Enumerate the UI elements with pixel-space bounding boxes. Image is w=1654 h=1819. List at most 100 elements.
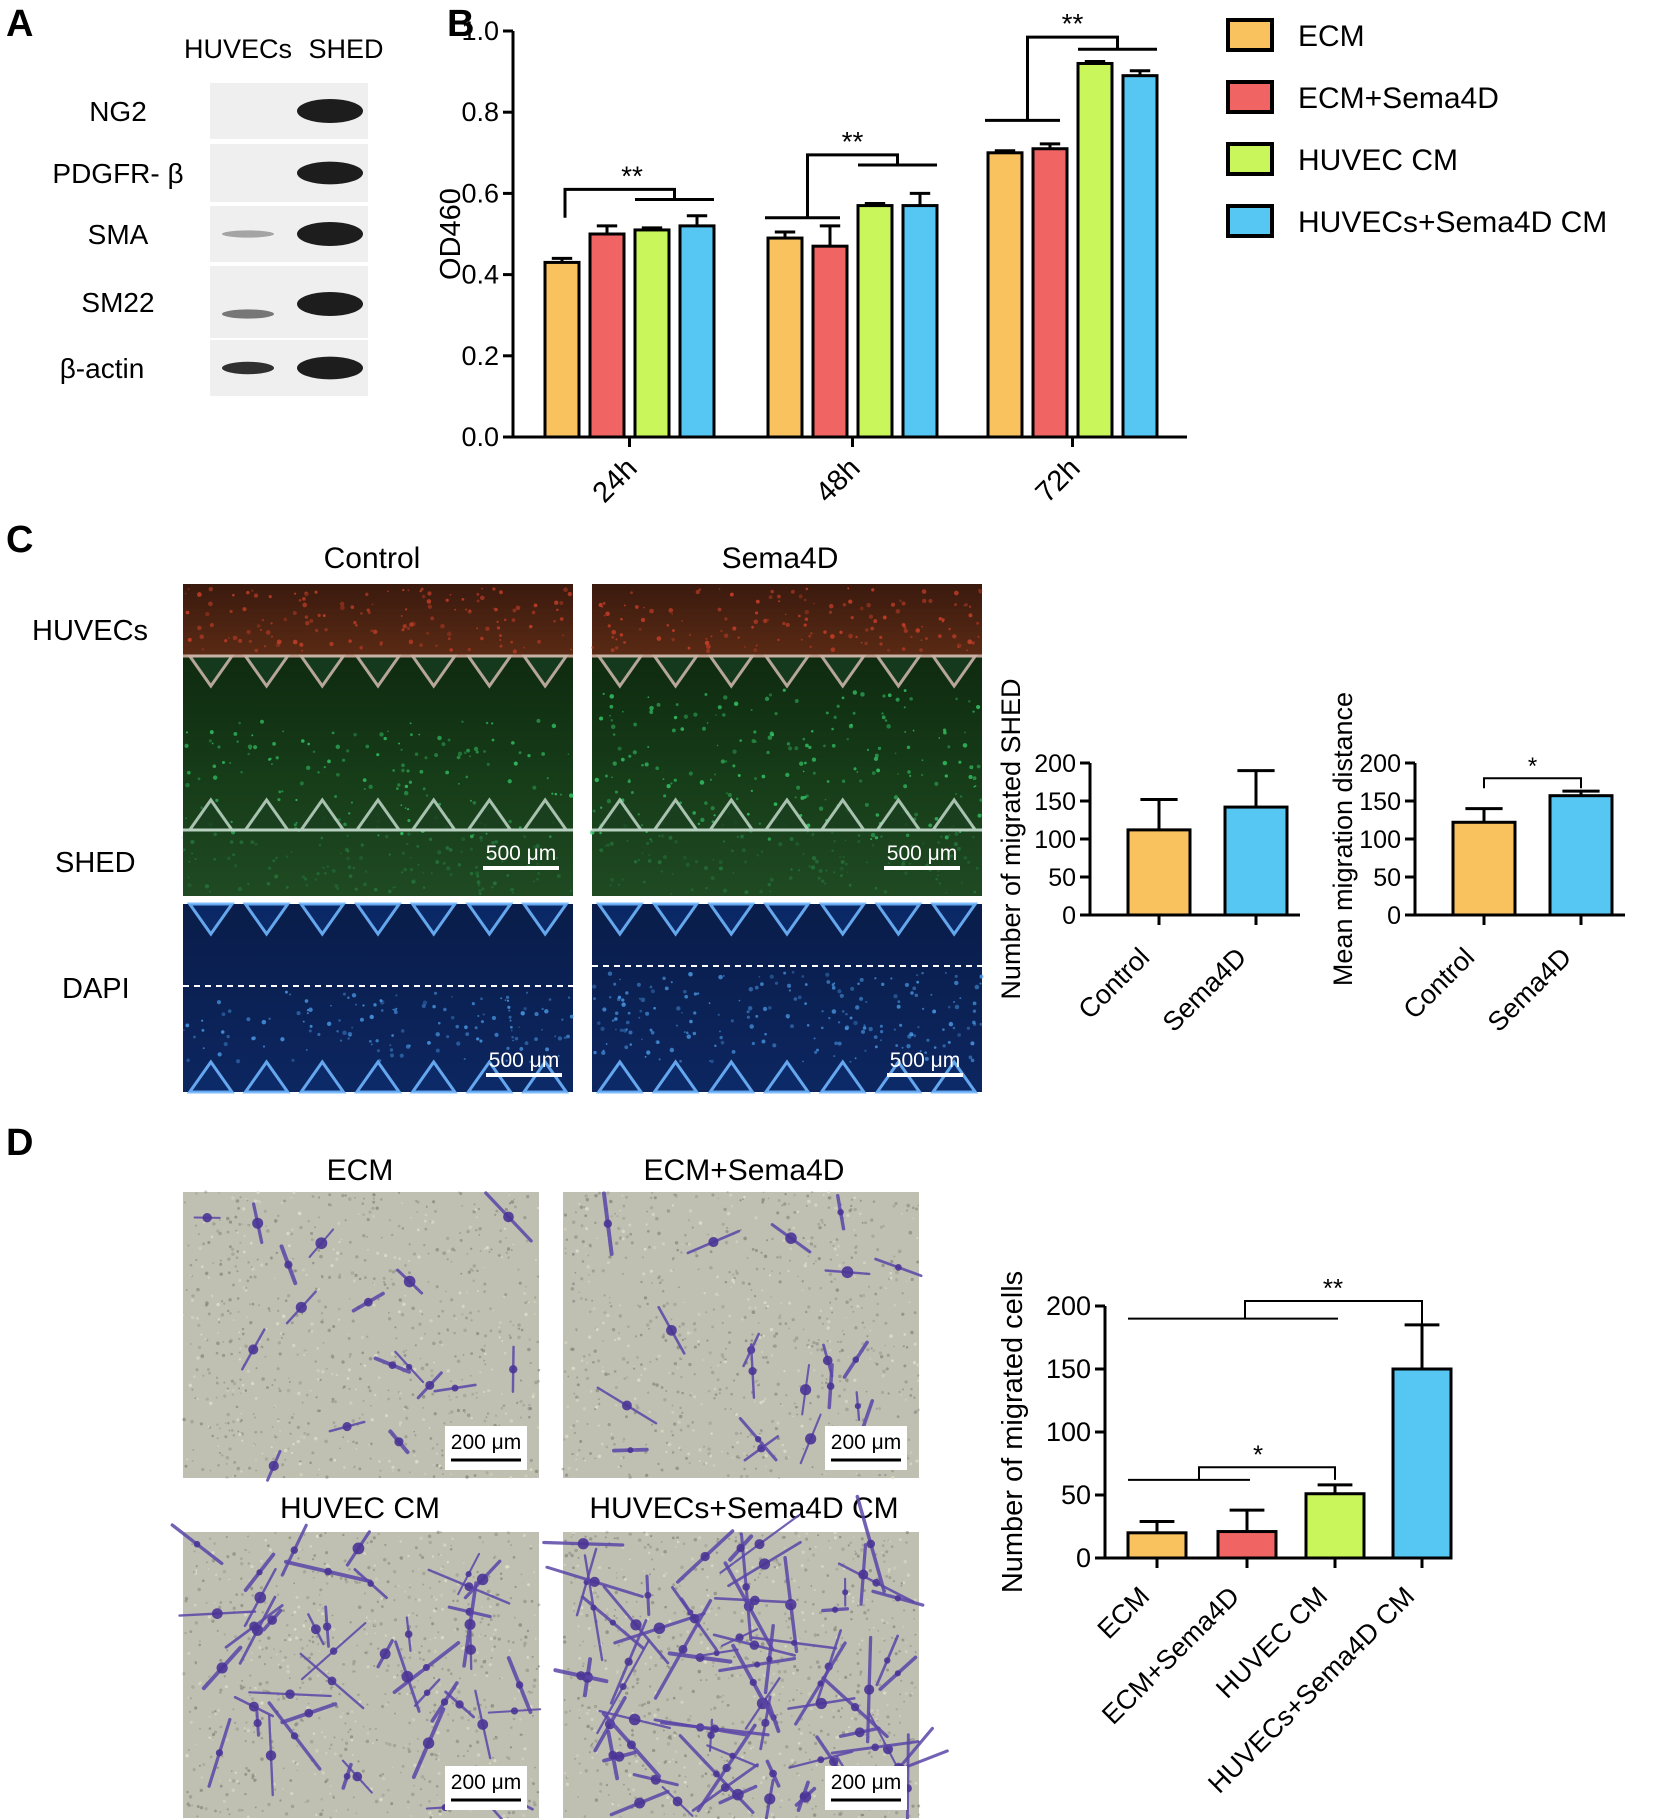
cell-dot	[368, 1210, 372, 1214]
cell-dot	[675, 1761, 678, 1764]
cell-dot	[322, 614, 326, 618]
cell-dot	[447, 1329, 450, 1332]
cell-dot	[687, 1813, 690, 1816]
cell-dot	[288, 1421, 291, 1424]
cell-dot	[239, 840, 244, 845]
cell-dot	[528, 624, 533, 629]
cell-dot	[684, 1456, 689, 1460]
cell-dot	[583, 1206, 586, 1209]
cell-dot	[368, 1620, 371, 1623]
cell-dot	[797, 1275, 800, 1278]
cell-dot	[483, 1334, 488, 1338]
cell-dot	[637, 1538, 642, 1542]
cell-dot	[860, 641, 863, 644]
cell-dot	[417, 1680, 419, 1682]
cell-dot	[568, 1551, 572, 1555]
cell-dot	[605, 1630, 609, 1634]
cell-dot	[239, 1196, 242, 1199]
cell-dot	[264, 1538, 268, 1542]
cell-dot	[922, 1007, 925, 1010]
cell-dot	[818, 1316, 822, 1320]
cell-dot	[673, 1731, 677, 1735]
microchannel-pillar	[930, 902, 979, 937]
cell-dot	[451, 1702, 454, 1705]
cell-dot	[422, 787, 426, 791]
cell-dot	[314, 628, 319, 633]
cell-dot	[748, 1282, 751, 1286]
cell-dot	[651, 1212, 655, 1217]
cell-dot	[831, 849, 834, 852]
cell-dot	[585, 1376, 590, 1381]
cell-dot	[599, 831, 602, 835]
stained-cell-body	[304, 1708, 314, 1718]
cell-dot	[817, 1222, 821, 1226]
cell-dot	[394, 1585, 397, 1588]
cell-dot	[416, 1210, 419, 1214]
cell-dot	[443, 1422, 446, 1425]
cell-dot	[349, 1728, 352, 1731]
cell-dot	[469, 1809, 472, 1812]
cell-dot	[836, 1358, 841, 1363]
cell-dot	[291, 1614, 294, 1617]
cell-dot	[654, 1663, 658, 1667]
cell-dot	[621, 1237, 625, 1241]
cell-dot	[966, 649, 968, 652]
cell-dot	[693, 1395, 697, 1399]
cell-dot	[296, 1011, 301, 1016]
cell-dot	[482, 1013, 485, 1016]
cell-dot	[564, 1809, 567, 1812]
cell-dot	[319, 1603, 322, 1606]
cell-dot	[362, 1233, 366, 1238]
cell-dot	[254, 1773, 257, 1776]
cell-dot	[967, 860, 971, 864]
cell-dot	[327, 1672, 330, 1675]
cell-dot	[211, 1551, 215, 1555]
cell-dot	[824, 798, 827, 801]
cell-dot	[851, 1599, 855, 1603]
cell-dot	[414, 752, 419, 757]
cell-dot	[844, 862, 848, 866]
cell-dot	[498, 1424, 501, 1427]
cell-dot	[882, 1369, 886, 1374]
cell-dot	[251, 1267, 255, 1271]
cell-dot	[271, 1383, 274, 1386]
cell-dot	[238, 1222, 242, 1226]
cell-dot	[819, 1309, 822, 1312]
cell-dot	[481, 1541, 485, 1544]
cell-dot	[241, 1679, 243, 1682]
cell-dot	[624, 1256, 628, 1260]
cell-dot	[337, 1222, 341, 1225]
cell-dot	[373, 1393, 377, 1397]
cell-dot	[486, 1389, 490, 1393]
cell-dot	[472, 1264, 476, 1268]
cell-dot	[320, 1798, 323, 1801]
cell-dot	[495, 1209, 499, 1213]
cell-dot	[328, 1747, 331, 1750]
cell-dot	[979, 982, 982, 985]
cell-dot	[833, 1627, 837, 1632]
cell-dot	[199, 634, 204, 639]
cell-dot	[650, 1030, 655, 1035]
cell-dot	[649, 1028, 653, 1032]
cell-dot	[870, 832, 876, 838]
cell-dot	[740, 834, 744, 839]
cell-dot	[841, 1329, 844, 1332]
cell-dot	[715, 1673, 718, 1676]
cell-dot	[422, 1000, 428, 1005]
cell-dot	[820, 879, 825, 883]
cell-dot	[972, 1009, 977, 1013]
bar	[1121, 74, 1159, 439]
cell-dot	[516, 1401, 519, 1404]
cell-dot	[364, 870, 368, 873]
cell-dot	[433, 1361, 435, 1364]
cell-dot	[591, 1269, 595, 1273]
cell-dot	[350, 1738, 354, 1742]
blot-band-huvecs	[222, 361, 274, 375]
cell-dot	[676, 1006, 681, 1011]
cell-dot	[468, 609, 472, 613]
cell-dot	[256, 624, 261, 628]
cell-dot	[353, 620, 357, 625]
cell-dot	[289, 1432, 292, 1435]
cell-dot	[649, 1360, 652, 1363]
